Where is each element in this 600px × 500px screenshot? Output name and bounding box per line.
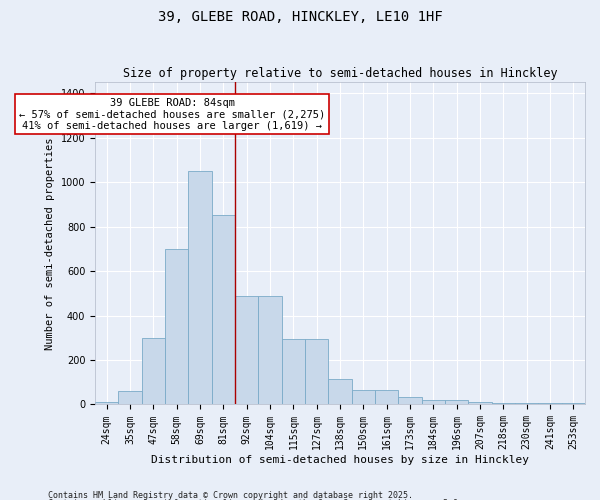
Bar [212, 216, 235, 404]
Bar [142, 338, 165, 404]
Text: 39, GLEBE ROAD, HINCKLEY, LE10 1HF: 39, GLEBE ROAD, HINCKLEY, LE10 1HF [158, 10, 442, 24]
Bar [118, 391, 142, 404]
Bar [445, 400, 469, 404]
Text: Contains public sector information licensed under the Open Government Licence v3: Contains public sector information licen… [48, 499, 463, 500]
Text: 39 GLEBE ROAD: 84sqm
← 57% of semi-detached houses are smaller (2,275)
41% of se: 39 GLEBE ROAD: 84sqm ← 57% of semi-detac… [19, 98, 325, 131]
Bar [375, 390, 398, 404]
Bar [95, 402, 118, 404]
Bar [188, 171, 212, 404]
Bar [259, 296, 281, 405]
Y-axis label: Number of semi-detached properties: Number of semi-detached properties [45, 137, 55, 350]
Bar [305, 339, 328, 404]
X-axis label: Distribution of semi-detached houses by size in Hinckley: Distribution of semi-detached houses by … [151, 455, 529, 465]
Bar [328, 379, 352, 404]
Bar [398, 396, 422, 404]
Bar [281, 339, 305, 404]
Bar [235, 296, 259, 405]
Text: Contains HM Land Registry data © Crown copyright and database right 2025.: Contains HM Land Registry data © Crown c… [48, 490, 413, 500]
Title: Size of property relative to semi-detached houses in Hinckley: Size of property relative to semi-detach… [123, 66, 557, 80]
Bar [165, 249, 188, 404]
Bar [352, 390, 375, 404]
Bar [469, 402, 491, 404]
Bar [422, 400, 445, 404]
